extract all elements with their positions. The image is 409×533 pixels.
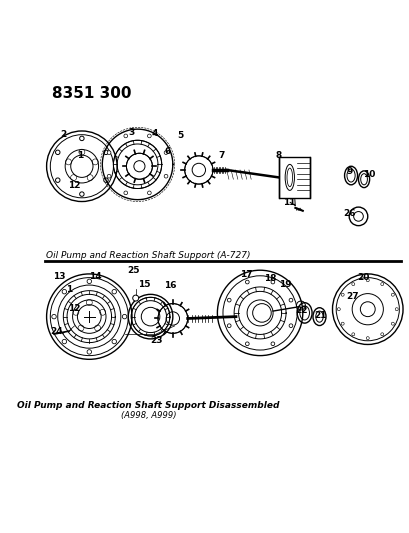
- Circle shape: [340, 322, 343, 325]
- Circle shape: [337, 308, 339, 311]
- Text: 1: 1: [65, 285, 72, 294]
- Text: 4: 4: [151, 129, 157, 138]
- Text: 22: 22: [295, 306, 307, 315]
- Circle shape: [55, 150, 60, 155]
- Circle shape: [103, 150, 108, 155]
- Text: 25: 25: [126, 266, 139, 276]
- Text: 21: 21: [313, 311, 326, 320]
- Text: 18: 18: [263, 274, 276, 283]
- Text: 8351 300: 8351 300: [52, 86, 131, 101]
- Text: 24: 24: [50, 327, 63, 336]
- Text: 27: 27: [346, 293, 358, 302]
- Circle shape: [380, 282, 383, 286]
- Text: Oil Pump and Reaction Shaft Support (A-727): Oil Pump and Reaction Shaft Support (A-7…: [46, 251, 250, 260]
- Circle shape: [245, 280, 249, 284]
- Circle shape: [147, 134, 151, 138]
- Text: 11: 11: [282, 198, 294, 207]
- Circle shape: [391, 322, 393, 325]
- Circle shape: [147, 191, 151, 195]
- Circle shape: [122, 314, 126, 319]
- Text: 16: 16: [164, 281, 176, 290]
- Text: 12: 12: [68, 304, 81, 312]
- Text: 23: 23: [150, 335, 162, 344]
- Text: 15: 15: [137, 280, 150, 289]
- Circle shape: [270, 280, 274, 284]
- Circle shape: [164, 151, 167, 155]
- Text: 14: 14: [88, 272, 101, 281]
- Text: (A998, A999): (A998, A999): [121, 410, 176, 419]
- Circle shape: [124, 134, 127, 138]
- Text: 17: 17: [239, 270, 252, 279]
- Circle shape: [62, 289, 66, 294]
- Circle shape: [351, 333, 354, 336]
- Circle shape: [107, 151, 111, 155]
- Text: 1: 1: [77, 151, 83, 159]
- Text: 13: 13: [53, 272, 66, 281]
- Circle shape: [380, 333, 383, 336]
- Text: 7: 7: [218, 151, 224, 159]
- Text: 19: 19: [279, 280, 291, 289]
- Circle shape: [270, 342, 274, 345]
- Bar: [278, 157, 310, 198]
- Circle shape: [62, 340, 66, 344]
- Circle shape: [133, 295, 138, 301]
- Circle shape: [365, 337, 369, 340]
- Circle shape: [112, 289, 116, 294]
- Text: Oil Pump and Reaction Shaft Support Disassembled: Oil Pump and Reaction Shaft Support Disa…: [18, 401, 279, 410]
- Circle shape: [103, 178, 108, 182]
- Circle shape: [87, 279, 91, 284]
- Circle shape: [79, 136, 84, 141]
- Circle shape: [394, 308, 397, 311]
- Text: 8: 8: [275, 151, 281, 159]
- Text: 9: 9: [346, 167, 352, 176]
- Circle shape: [227, 298, 231, 302]
- Circle shape: [107, 174, 111, 178]
- Circle shape: [55, 178, 60, 182]
- Circle shape: [52, 314, 56, 319]
- Circle shape: [245, 342, 249, 345]
- Circle shape: [340, 293, 343, 296]
- Text: 6: 6: [164, 147, 170, 156]
- Circle shape: [87, 350, 91, 354]
- Text: 12: 12: [68, 181, 81, 190]
- Circle shape: [164, 174, 167, 178]
- Circle shape: [227, 324, 231, 328]
- Text: 2: 2: [60, 130, 66, 139]
- Text: 3: 3: [128, 128, 135, 138]
- Text: 26: 26: [342, 209, 355, 219]
- Circle shape: [391, 293, 393, 296]
- Circle shape: [112, 340, 116, 344]
- Circle shape: [288, 324, 292, 328]
- Circle shape: [79, 192, 84, 196]
- Circle shape: [351, 282, 354, 286]
- Circle shape: [124, 191, 127, 195]
- Circle shape: [288, 298, 292, 302]
- Circle shape: [365, 279, 369, 282]
- Text: 5: 5: [177, 131, 183, 140]
- Text: 20: 20: [356, 273, 369, 282]
- Text: 10: 10: [362, 170, 375, 179]
